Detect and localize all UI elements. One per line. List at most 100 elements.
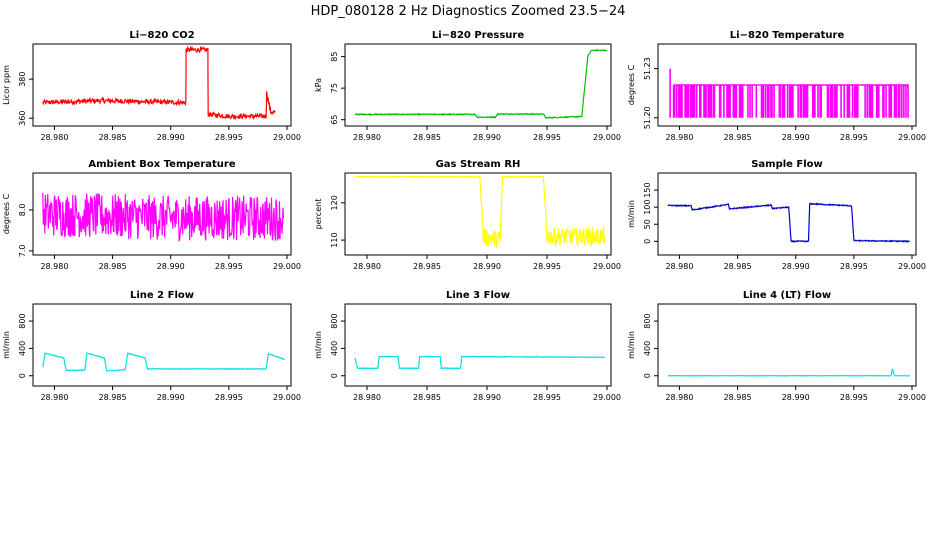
x-tick-label: 28.985 [413, 393, 441, 402]
panel-title: Li−820 Temperature [730, 30, 845, 41]
x-tick-label: 29.000 [273, 262, 301, 271]
x-tick-label: 28.985 [724, 393, 752, 402]
y-tick-label: 51.20 [643, 106, 652, 129]
y-tick-label: 0 [643, 373, 652, 378]
data-series-line [354, 355, 605, 370]
figure-title: HDP_080128 2 Hz Diagnostics Zoomed 23.5−… [310, 4, 626, 19]
panel-8: Line 4 (LT) Flow ml/min 28.980 28.985 28.990… [627, 290, 926, 402]
x-tick-label: 28.995 [215, 393, 243, 402]
x-tick-label: 28.995 [840, 262, 868, 271]
panel-title: Li−820 Pressure [432, 30, 525, 41]
x-tick-label: 28.995 [215, 133, 243, 142]
panel-title: Line 4 (LT) Flow [743, 290, 831, 301]
data-series-line [669, 68, 909, 118]
x-tick-label: 29.000 [273, 133, 301, 142]
x-tick-label: 29.000 [593, 133, 621, 142]
y-tick-label: 400 [643, 341, 652, 356]
plot-frame [32, 303, 292, 387]
x-tick-label: 28.995 [533, 133, 561, 142]
x-tick-label: 28.985 [724, 133, 752, 142]
y-tick-label: 120 [330, 195, 339, 210]
y-tick-label: 8.0 [18, 204, 27, 217]
panel-3: Ambient Box Temperature degrees C 28.980 28… [2, 159, 301, 271]
x-tick-label: 28.990 [782, 133, 810, 142]
data-series-line [667, 368, 910, 377]
data-series-line [42, 45, 276, 121]
x-tick-label: 28.985 [413, 262, 441, 271]
panel-title: Sample Flow [751, 159, 823, 170]
panel-7: Line 3 Flow ml/min 28.980 28.985 28.990 28.99… [314, 290, 621, 402]
x-tick-label: 28.990 [157, 262, 185, 271]
panel-title: Line 2 Flow [130, 290, 194, 301]
x-tick-label: 28.985 [413, 133, 441, 142]
panel-title: Gas Stream RH [436, 159, 521, 170]
data-series-line [42, 351, 285, 372]
x-tick-label: 28.990 [473, 133, 501, 142]
x-tick-label: 28.985 [99, 393, 127, 402]
panel-2: Li−820 Temperature degrees C 28.980 28.985 2… [627, 30, 926, 142]
x-tick-label: 28.990 [782, 393, 810, 402]
x-tick-label: 29.000 [593, 262, 621, 271]
y-axis-label: percent [314, 199, 323, 230]
y-tick-label: 400 [330, 341, 339, 356]
panel-title: Line 3 Flow [446, 290, 510, 301]
panel-1: Li−820 Pressure kPa 28.980 28.985 28.990 28.9… [314, 30, 621, 142]
y-tick-label: 65 [330, 115, 339, 125]
y-tick-label: 800 [18, 313, 27, 328]
y-tick-label: 0 [330, 373, 339, 378]
y-tick-label: 51.23 [643, 57, 652, 80]
y-tick-label: 75 [330, 83, 339, 93]
y-tick-label: 0 [643, 239, 652, 244]
y-tick-label: 800 [643, 313, 652, 328]
x-tick-label: 28.980 [40, 133, 68, 142]
y-tick-label: 0 [18, 373, 27, 378]
y-tick-label: 100 [643, 200, 652, 215]
data-series-line [42, 192, 285, 243]
panel-6: Line 2 Flow ml/min 28.980 28.985 28.990 28.99… [2, 290, 301, 402]
y-axis-label: ml/min [627, 200, 636, 228]
x-tick-label: 28.995 [533, 393, 561, 402]
x-tick-label: 28.980 [40, 393, 68, 402]
y-tick-label: 360 [18, 111, 27, 126]
plot-frame [657, 172, 917, 256]
y-axis-label: ml/min [2, 331, 11, 359]
x-tick-label: 28.990 [473, 262, 501, 271]
x-tick-label: 28.990 [473, 393, 501, 402]
x-tick-label: 28.980 [40, 262, 68, 271]
y-tick-label: 7.0 [18, 245, 27, 258]
panel-0: Li−820 CO2 Licor ppm 28.980 28.985 28.990 28.… [2, 30, 301, 142]
y-axis-label: ml/min [627, 331, 636, 359]
x-tick-label: 28.985 [99, 133, 127, 142]
plot-frame [344, 43, 612, 127]
x-tick-label: 29.000 [273, 393, 301, 402]
plot-frame [657, 303, 917, 387]
data-series-line [667, 202, 910, 243]
x-tick-label: 28.985 [724, 262, 752, 271]
plot-frame [32, 43, 292, 127]
y-tick-label: 800 [330, 313, 339, 328]
x-tick-label: 28.980 [665, 393, 693, 402]
x-tick-label: 28.990 [157, 393, 185, 402]
panel-title: Li−820 CO2 [129, 30, 194, 41]
x-tick-label: 29.000 [898, 133, 926, 142]
data-series-line [354, 175, 606, 249]
plot-frame [344, 303, 612, 387]
x-tick-label: 28.995 [840, 133, 868, 142]
y-axis-label: ml/min [314, 331, 323, 359]
y-tick-label: 110 [330, 232, 339, 247]
x-tick-label: 29.000 [898, 262, 926, 271]
panel-4: Gas Stream RH percent 28.980 28.985 28.990 28… [314, 159, 621, 271]
x-tick-label: 29.000 [898, 393, 926, 402]
plot-frame [32, 172, 292, 256]
data-series-line [354, 48, 608, 120]
y-tick-label: 400 [18, 341, 27, 356]
x-tick-label: 28.995 [840, 393, 868, 402]
x-tick-label: 28.980 [353, 262, 381, 271]
panel-5: Sample Flow ml/min 28.980 28.985 28.990 28.99… [627, 159, 926, 271]
x-tick-label: 28.995 [533, 262, 561, 271]
y-axis-label: degrees C [627, 64, 636, 105]
x-tick-label: 28.995 [215, 262, 243, 271]
y-axis-label: kPa [314, 78, 323, 92]
x-tick-label: 28.980 [353, 133, 381, 142]
